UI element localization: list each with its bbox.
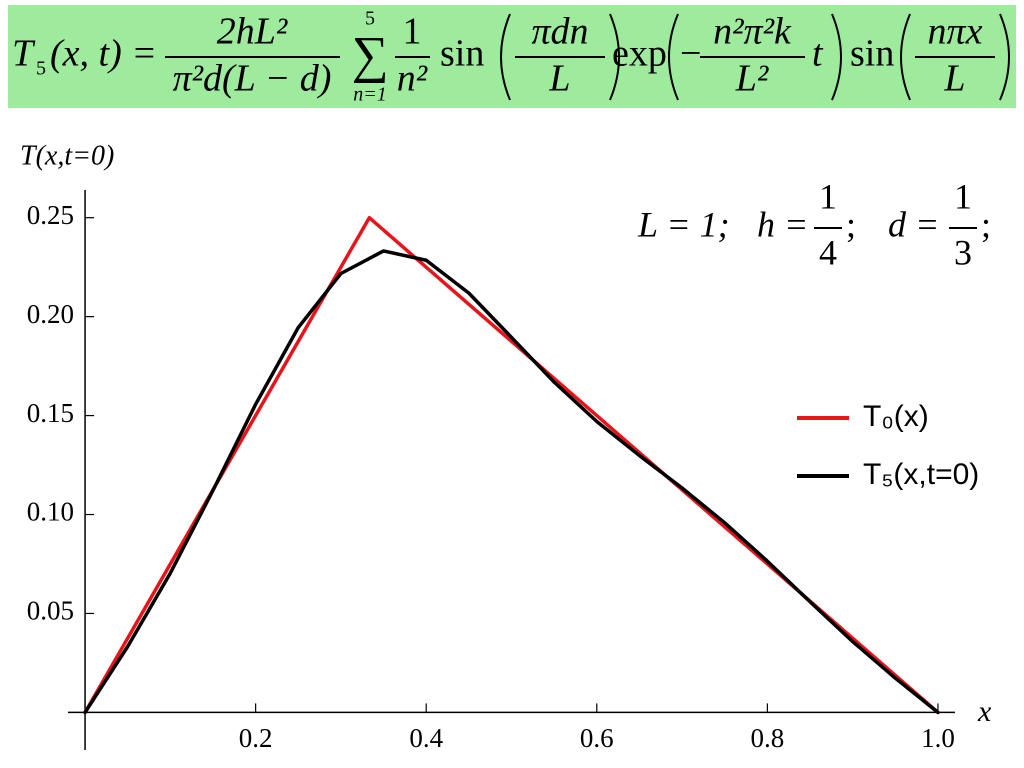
annotation-text: ;: [846, 204, 856, 244]
annotation-text: d =: [888, 204, 939, 244]
x-tick-label: 0.8: [750, 723, 784, 753]
paren: [668, 13, 679, 101]
formula-text: 2hL²: [217, 11, 288, 53]
formula-text: t: [812, 33, 824, 75]
paren: [500, 13, 511, 101]
annotation-text: L = 1;: [637, 204, 730, 244]
annotation-text: h =: [757, 204, 808, 244]
formula-text: L: [943, 58, 965, 100]
legend-label: T₅(x,t=0): [863, 458, 979, 491]
x-tick-label: 1.0: [921, 723, 955, 753]
formula-text: πdn: [531, 11, 588, 53]
annotation-text: 1: [954, 176, 972, 216]
formula-text: 5: [365, 8, 375, 30]
formula-text: ∑: [351, 27, 388, 84]
y-tick-label: 0.20: [27, 299, 74, 329]
formula-text: nπx: [928, 11, 983, 53]
paren: [831, 13, 842, 101]
x-axis-label: x: [977, 695, 992, 728]
formula-text: −: [680, 33, 701, 75]
formula-text: n²: [397, 58, 428, 100]
legend-label: T₀(x): [863, 400, 929, 433]
formula-text: n²π²k: [713, 11, 792, 53]
formula-text: (x, t) =: [50, 33, 157, 75]
formula-text: 5: [36, 58, 46, 80]
x-tick-label: 0.6: [580, 723, 614, 753]
x-tick-label: 0.4: [409, 723, 443, 753]
formula-text: L: [548, 58, 570, 100]
formula-text: π²d(L − d): [173, 58, 332, 100]
annotation-text: 3: [954, 232, 972, 272]
formula-text: 1: [403, 11, 422, 53]
y-tick-label: 0.10: [27, 497, 74, 527]
y-axis-label: T(x,t=0): [20, 140, 114, 171]
y-tick-label: 0.25: [27, 200, 74, 230]
formula-text: T: [12, 33, 36, 75]
paren: [900, 13, 911, 101]
series-line: [83, 215, 940, 715]
formula-text: sin: [440, 33, 484, 75]
y-tick-label: 0.15: [27, 398, 74, 428]
annotation-text: 4: [819, 232, 837, 272]
annotation: L = 1; h = 1 4 ; d = 1 3 ;: [637, 176, 991, 272]
annotation-text: ;: [981, 204, 991, 244]
formula-text: exp: [612, 33, 667, 75]
y-tick-label: 0.05: [27, 596, 74, 626]
formula-text: n=1: [353, 84, 387, 106]
paren: [609, 13, 620, 101]
formula: [165, 13, 1010, 101]
paren: [999, 13, 1010, 101]
series-line: [83, 249, 940, 715]
formula-text: L²: [735, 58, 769, 100]
annotation-text: 1: [819, 176, 837, 216]
formula-text: sin: [850, 33, 894, 75]
x-tick-label: 0.2: [239, 723, 273, 753]
